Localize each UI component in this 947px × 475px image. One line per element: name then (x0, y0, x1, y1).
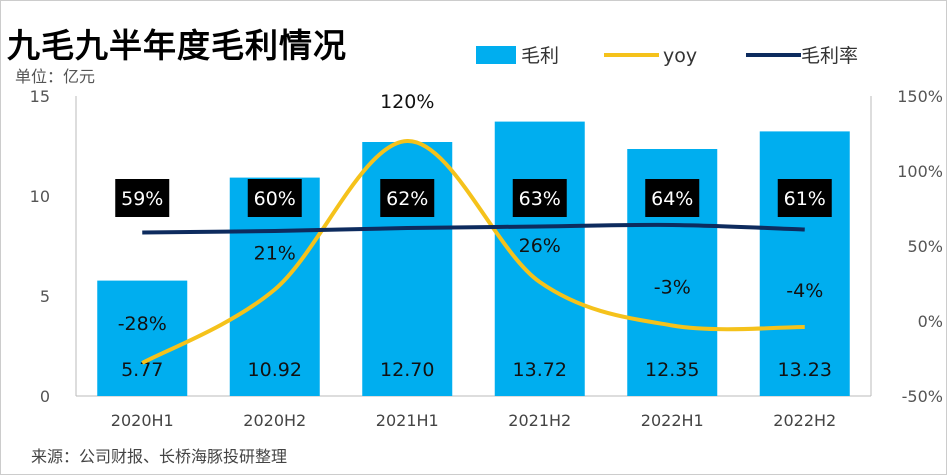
yoy-data-label: -28% (118, 313, 167, 335)
margin-label-box (512, 179, 567, 217)
right-tick-label: 0% (918, 312, 943, 331)
bar-gross-profit (494, 121, 585, 396)
legend-label-gross-profit: 毛利 (521, 45, 559, 67)
gross-margin-line (142, 222, 805, 235)
x-tick-label: 2021H2 (508, 411, 571, 430)
yoy-line (141, 138, 805, 365)
bar-value-label: 5.77 (121, 359, 163, 381)
yoy-data-label: -3% (654, 277, 691, 299)
yoy-data-label: 26% (519, 235, 561, 257)
right-tick-label: 50% (907, 237, 943, 256)
left-tick-label: 5 (40, 287, 50, 306)
yoy-data-label: 120% (380, 91, 434, 113)
margin-data-label: 61% (784, 188, 826, 210)
margin-label-box (777, 179, 832, 217)
yoy-data-label: 21% (254, 243, 296, 265)
chart-title: 九毛九半年度毛利情况 (7, 26, 347, 65)
bar-value-label: 10.92 (248, 359, 302, 381)
margin-data-label: 64% (651, 188, 693, 210)
margin-label-box (645, 179, 700, 217)
legend-label-yoy: yoy (663, 45, 697, 67)
x-tick-label: 2020H2 (243, 411, 306, 430)
bar-value-label: 12.70 (380, 359, 434, 381)
x-tick-label: 2022H2 (773, 411, 836, 430)
legend-swatch-gross-profit (476, 46, 516, 64)
x-tick-label: 2022H1 (641, 411, 704, 430)
margin-label-box (115, 179, 170, 217)
right-tick-label: 150% (897, 87, 943, 106)
unit-label: 单位：亿元 (15, 67, 96, 86)
source-note: 来源：公司财报、长桥海豚投研整理 (31, 447, 288, 466)
bar-gross-profit (759, 131, 850, 396)
right-tick-label: -50% (902, 387, 943, 406)
margin-data-label: 59% (121, 188, 163, 210)
bar-value-label: 13.23 (778, 359, 832, 381)
margin-data-label: 62% (386, 188, 428, 210)
margin-data-label: 63% (519, 188, 561, 210)
bar-value-label: 12.35 (645, 359, 699, 381)
left-tick-label: 15 (30, 87, 50, 106)
left-tick-label: 10 (30, 187, 50, 206)
right-tick-label: 100% (897, 162, 943, 181)
margin-label-box (380, 179, 435, 217)
legend-label-gross-margin: 毛利率 (801, 45, 858, 67)
x-tick-label: 2021H1 (376, 411, 439, 430)
margin-data-label: 60% (254, 188, 296, 210)
left-tick-label: 0 (40, 387, 50, 406)
yoy-data-label: -4% (786, 280, 823, 302)
x-tick-label: 2020H1 (111, 411, 174, 430)
bar-value-label: 13.72 (513, 359, 567, 381)
bar-gross-profit (97, 280, 188, 396)
margin-label-box (247, 179, 302, 217)
